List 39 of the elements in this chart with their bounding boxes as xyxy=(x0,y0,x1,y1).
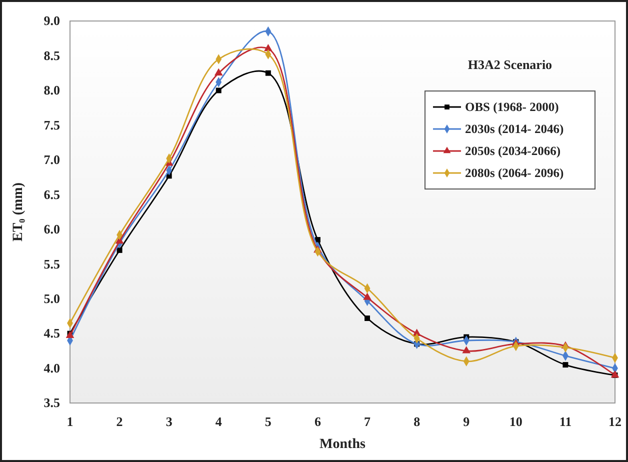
x-axis-title: Months xyxy=(320,437,366,452)
y-tick-label: 7.0 xyxy=(44,152,60,168)
y-tick-label: 5.5 xyxy=(44,256,60,272)
legend-title: H3A2 Scenario xyxy=(468,57,552,72)
x-tick-label: 4 xyxy=(215,414,222,430)
point xyxy=(363,292,372,300)
x-tick-label: 2 xyxy=(116,414,123,430)
y-tick-label: 5.0 xyxy=(44,290,60,306)
y-tick-label: 4.5 xyxy=(44,326,60,341)
point xyxy=(462,346,471,354)
x-tick-label: 5 xyxy=(264,414,272,430)
y-tick-label: 8.5 xyxy=(44,48,60,63)
x-tick-label: 9 xyxy=(463,414,470,430)
x-tick-label: 6 xyxy=(314,414,322,430)
x-tick-label: 10 xyxy=(509,414,522,430)
point xyxy=(265,70,271,76)
y-tick-label: 3.5 xyxy=(44,395,60,410)
y-tick-label: 9.0 xyxy=(44,13,60,28)
point xyxy=(116,247,122,253)
x-tick-label: 11 xyxy=(559,414,572,430)
legend-label: OBS (1968- 2000) xyxy=(465,100,559,114)
x-tick-label: 8 xyxy=(414,414,421,430)
legend-label: 2050s (2034-2066) xyxy=(465,144,560,158)
x-tick-label: 3 xyxy=(166,414,173,430)
x-tick-label: 7 xyxy=(364,414,372,430)
x-tick-label: 12 xyxy=(608,414,622,430)
point xyxy=(562,362,568,368)
y-axis-title: ET₀ (mm) xyxy=(11,182,26,242)
y-tick-label: 7.5 xyxy=(44,117,60,132)
point xyxy=(364,316,370,322)
legend-label: 2080s (2064- 2096) xyxy=(465,166,564,180)
y-tick-label: 6.5 xyxy=(44,186,60,202)
y-tick-label: 6.0 xyxy=(44,222,60,237)
y-tick-label: 8.0 xyxy=(44,82,60,98)
y-tick-label: 4.0 xyxy=(44,360,60,376)
point xyxy=(214,68,223,76)
legend-label: 2030s (2014- 2046) xyxy=(465,122,564,136)
point xyxy=(216,88,222,94)
x-tick-label: 1 xyxy=(66,414,74,430)
